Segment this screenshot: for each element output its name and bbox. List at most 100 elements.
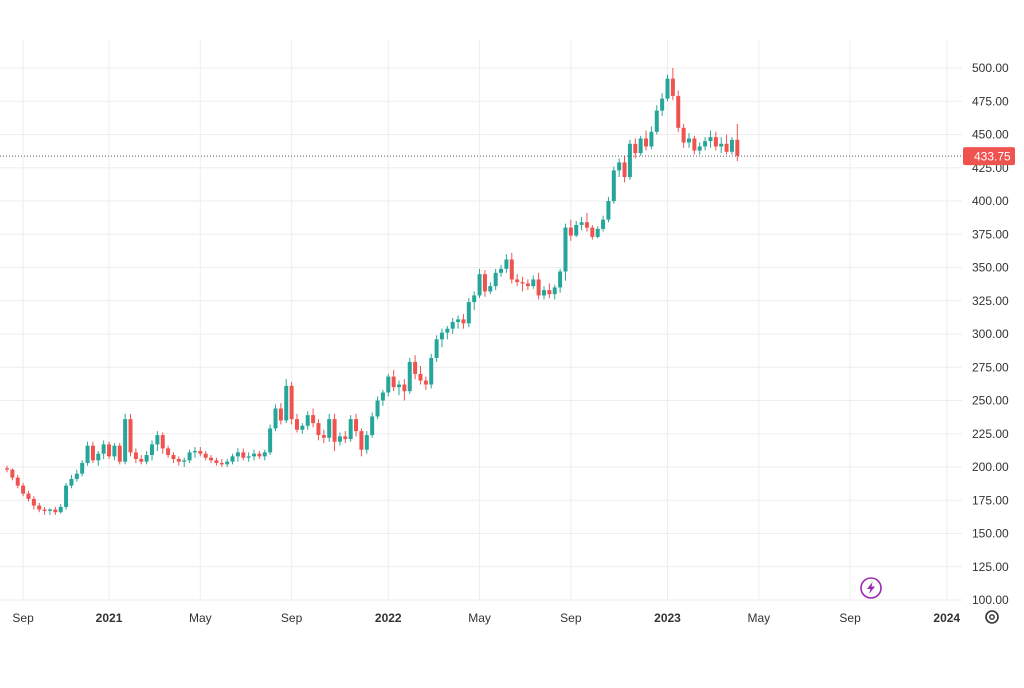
- y-tick-label: 125.00: [972, 560, 1009, 574]
- candle-body: [246, 456, 251, 458]
- candle-body: [439, 332, 444, 340]
- candle: [192, 447, 197, 458]
- candle-body: [268, 428, 273, 453]
- candle-body: [144, 455, 149, 462]
- candle: [235, 448, 240, 462]
- candle-body: [155, 435, 160, 445]
- lightning-badge[interactable]: [860, 577, 882, 599]
- candle: [300, 423, 305, 434]
- candle: [649, 126, 654, 150]
- candle-body: [53, 509, 58, 513]
- candle-body: [10, 469, 15, 478]
- x-tick-label: Sep: [12, 611, 34, 625]
- candle: [375, 396, 380, 420]
- candle: [101, 440, 106, 460]
- candle-body: [219, 463, 224, 465]
- candle-body: [343, 436, 348, 440]
- settings-button[interactable]: [985, 610, 999, 624]
- candle: [90, 441, 95, 464]
- candle: [477, 268, 482, 299]
- candle-body: [493, 272, 498, 287]
- candle: [509, 252, 514, 284]
- candle: [144, 451, 149, 465]
- candle: [423, 376, 428, 390]
- y-tick-label: 100.00: [972, 593, 1009, 607]
- candle-body: [69, 478, 74, 486]
- candle: [64, 482, 69, 510]
- candle: [37, 502, 42, 513]
- candle-body: [21, 485, 26, 494]
- candle-body: [617, 162, 622, 171]
- candle-body: [611, 170, 616, 201]
- candle-body: [85, 445, 90, 464]
- candle: [160, 432, 165, 454]
- candle-body: [633, 143, 638, 154]
- candle: [15, 474, 20, 489]
- candle: [139, 455, 144, 465]
- candle-body: [703, 141, 708, 147]
- candle: [155, 431, 160, 452]
- candle-body: [386, 376, 391, 393]
- candle: [595, 226, 600, 239]
- candle: [552, 284, 557, 300]
- candle-body: [214, 460, 219, 464]
- candle-body: [509, 259, 514, 280]
- candle-body: [160, 435, 165, 449]
- candle-body: [595, 228, 600, 237]
- candle: [574, 220, 579, 237]
- candle-body: [241, 452, 246, 458]
- candle-body: [520, 282, 525, 284]
- candle-body: [644, 138, 649, 147]
- candle-body: [456, 319, 461, 323]
- y-tick-label: 225.00: [972, 427, 1009, 441]
- candle-body: [504, 259, 509, 269]
- candle: [622, 155, 627, 183]
- x-axis: Sep 2021 May Sep 2022 May Sep 2023 May Sep 2024: [12, 611, 960, 625]
- candle: [305, 411, 310, 430]
- candle-body: [574, 224, 579, 236]
- candle: [708, 130, 713, 148]
- candle: [219, 459, 224, 467]
- candle: [601, 215, 606, 232]
- candle-body: [531, 279, 536, 287]
- candle-body: [166, 448, 171, 456]
- candle-body: [563, 227, 568, 272]
- candle: [117, 443, 122, 465]
- y-tick-label: 400.00: [972, 194, 1009, 208]
- candle-body: [482, 274, 487, 292]
- candle: [230, 453, 235, 465]
- candle: [182, 457, 187, 467]
- candle: [47, 508, 52, 515]
- candle-body: [311, 415, 316, 424]
- candle: [413, 355, 418, 380]
- candle-body: [638, 138, 643, 154]
- candle-body: [445, 328, 450, 333]
- candle: [133, 448, 138, 464]
- candle: [225, 459, 230, 467]
- gear-icon[interactable]: [985, 610, 999, 624]
- candle: [568, 219, 573, 241]
- y-tick-label: 350.00: [972, 261, 1009, 275]
- candle-body: [128, 419, 133, 453]
- y-tick-label: 325.00: [972, 294, 1009, 308]
- candle: [42, 506, 47, 515]
- candle: [461, 314, 466, 329]
- candle: [719, 137, 724, 154]
- candle: [434, 335, 439, 362]
- candle: [692, 135, 697, 155]
- candle-body: [209, 457, 214, 461]
- candle: [729, 137, 734, 155]
- candle-body: [547, 290, 552, 295]
- candle: [149, 440, 154, 461]
- candle-body: [26, 493, 31, 499]
- candle-body: [74, 473, 79, 479]
- candle: [525, 279, 530, 291]
- candle: [724, 134, 729, 155]
- candle-body: [294, 419, 299, 430]
- candle-body: [665, 78, 670, 99]
- candle-body: [64, 485, 69, 507]
- candle-body: [327, 419, 332, 438]
- candle-body: [171, 455, 176, 460]
